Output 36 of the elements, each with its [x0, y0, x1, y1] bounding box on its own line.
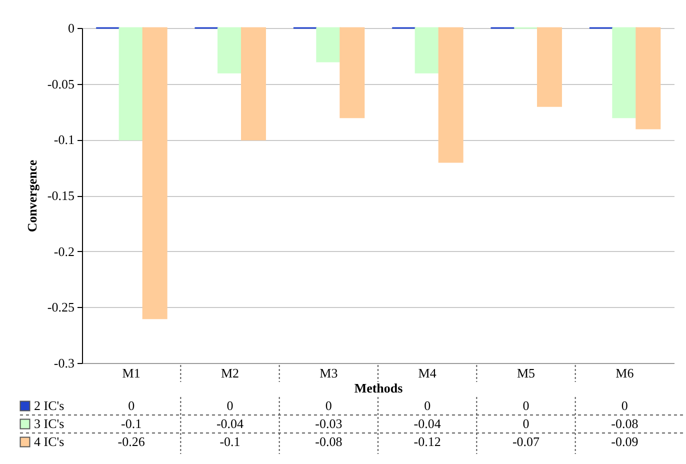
data-label: -0.12: [414, 434, 441, 449]
y-tick-label: -0.05: [47, 76, 74, 92]
x-axis-title: Methods: [354, 380, 403, 396]
data-label: 0: [128, 398, 135, 413]
data-label: -0.1: [220, 434, 240, 449]
y-tick-label: -0.3: [54, 356, 74, 370]
y-tick-label: -0.15: [47, 188, 74, 203]
data-label: 0: [226, 398, 234, 413]
data-label: -0.07: [512, 434, 540, 449]
legend-label: 3 IC's: [34, 416, 64, 431]
x-tick-label: M2: [220, 366, 240, 380]
x-tick-label: M6: [616, 366, 634, 380]
data-label: 0: [424, 398, 431, 413]
data-label: -0.08: [315, 434, 342, 449]
data-label: 0: [621, 398, 628, 413]
y-axis-title: Convergence: [24, 160, 40, 232]
data-label: 0: [325, 398, 332, 413]
x-tick-label: M3: [320, 366, 338, 380]
y-tick-label: -0.25: [47, 300, 74, 315]
data-label: -0.26: [118, 434, 146, 449]
data-label: -0.1: [121, 416, 142, 431]
x-tick-label: M1: [122, 366, 140, 380]
y-tick-label: 0: [68, 20, 74, 36]
y-tick-label: -0.1: [54, 132, 74, 148]
x-tick-label: M5: [516, 366, 536, 380]
y-tick-label: -0.2: [54, 244, 74, 259]
x-tick-label: M4: [418, 366, 437, 380]
data-label: -0.04: [414, 416, 442, 431]
legend-label: 4 IC's: [34, 434, 64, 449]
data-label: -0.08: [611, 416, 638, 431]
data-label: -0.03: [315, 416, 342, 431]
legend-label: 2 IC's: [34, 398, 64, 413]
data-label: -0.09: [611, 434, 638, 449]
data-label: 0: [522, 416, 530, 431]
data-label: 0: [522, 398, 530, 413]
data-label: -0.04: [216, 416, 244, 431]
